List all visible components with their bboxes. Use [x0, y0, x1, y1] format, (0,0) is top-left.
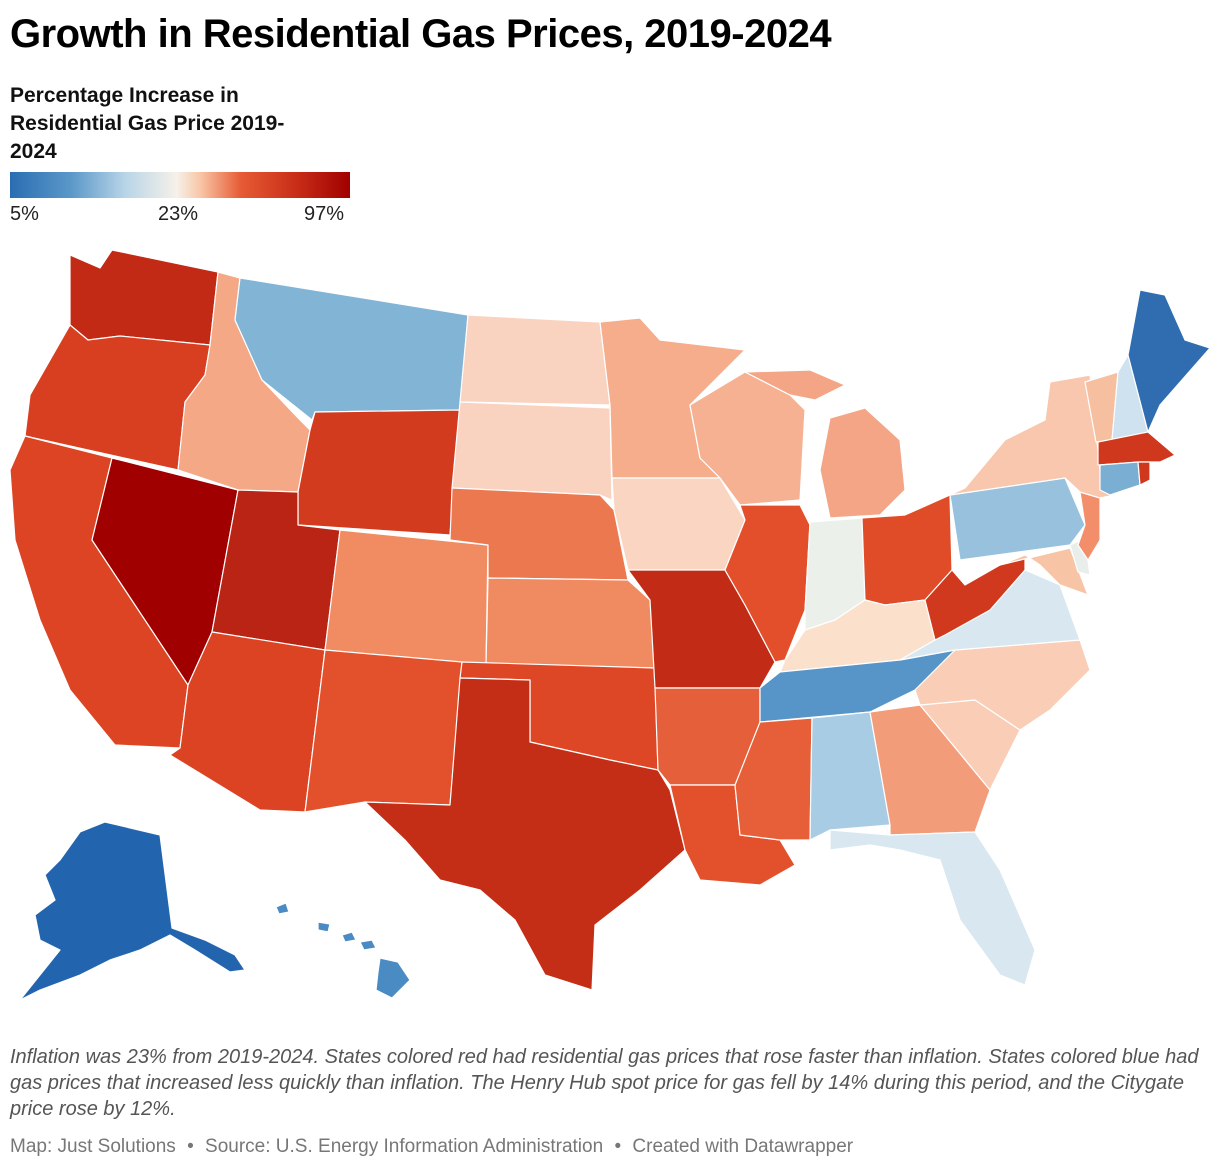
state-wyoming[interactable]	[297, 409, 461, 536]
chart-title: Growth in Residential Gas Prices, 2019-2…	[10, 12, 832, 56]
state-connecticut[interactable]	[1099, 461, 1141, 496]
us-states-map	[9, 249, 1211, 1001]
state-hawaii[interactable]	[275, 902, 411, 999]
state-maine[interactable]	[1127, 289, 1211, 433]
footer-separator: •	[187, 1136, 194, 1157]
state-washington[interactable]	[69, 249, 219, 346]
state-illinois[interactable]	[724, 504, 811, 663]
footer-separator: •	[614, 1136, 622, 1157]
state-northdakota[interactable]	[459, 314, 611, 406]
state-maryland[interactable]	[999, 547, 1089, 596]
map-credit: Map: Just Solutions	[10, 1136, 176, 1157]
legend-min-label: 5%	[10, 203, 39, 225]
state-alabama[interactable]	[809, 711, 891, 841]
legend-color-bar	[10, 172, 350, 198]
state-alaska[interactable]	[19, 821, 246, 1001]
state-westvirginia[interactable]	[924, 554, 1026, 641]
tool-credit: Created with Datawrapper	[632, 1136, 854, 1157]
legend-max-label: 97%	[304, 203, 345, 225]
footnote: Inflation was 23% from 2019-2024. States…	[10, 1046, 1199, 1120]
state-newmexico[interactable]	[304, 649, 463, 813]
state-rhodeisland[interactable]	[1137, 461, 1151, 486]
state-michigan[interactable]	[744, 369, 906, 519]
legend-mid-label: 23%	[158, 203, 199, 225]
credits-footer: Map: Just Solutions • Source: U.S. Energ…	[10, 1136, 853, 1158]
state-southdakota[interactable]	[451, 401, 613, 501]
state-texas[interactable]	[364, 677, 686, 991]
state-colorado[interactable]	[324, 529, 489, 666]
source-credit: Source: U.S. Energy Information Administ…	[205, 1136, 604, 1157]
state-massachusetts[interactable]	[1097, 431, 1176, 466]
state-iowa[interactable]	[611, 477, 746, 571]
state-kansas[interactable]	[485, 577, 656, 669]
state-florida[interactable]	[829, 829, 1036, 986]
legend-title: Percentage Increase in Residential Gas P…	[10, 84, 285, 163]
